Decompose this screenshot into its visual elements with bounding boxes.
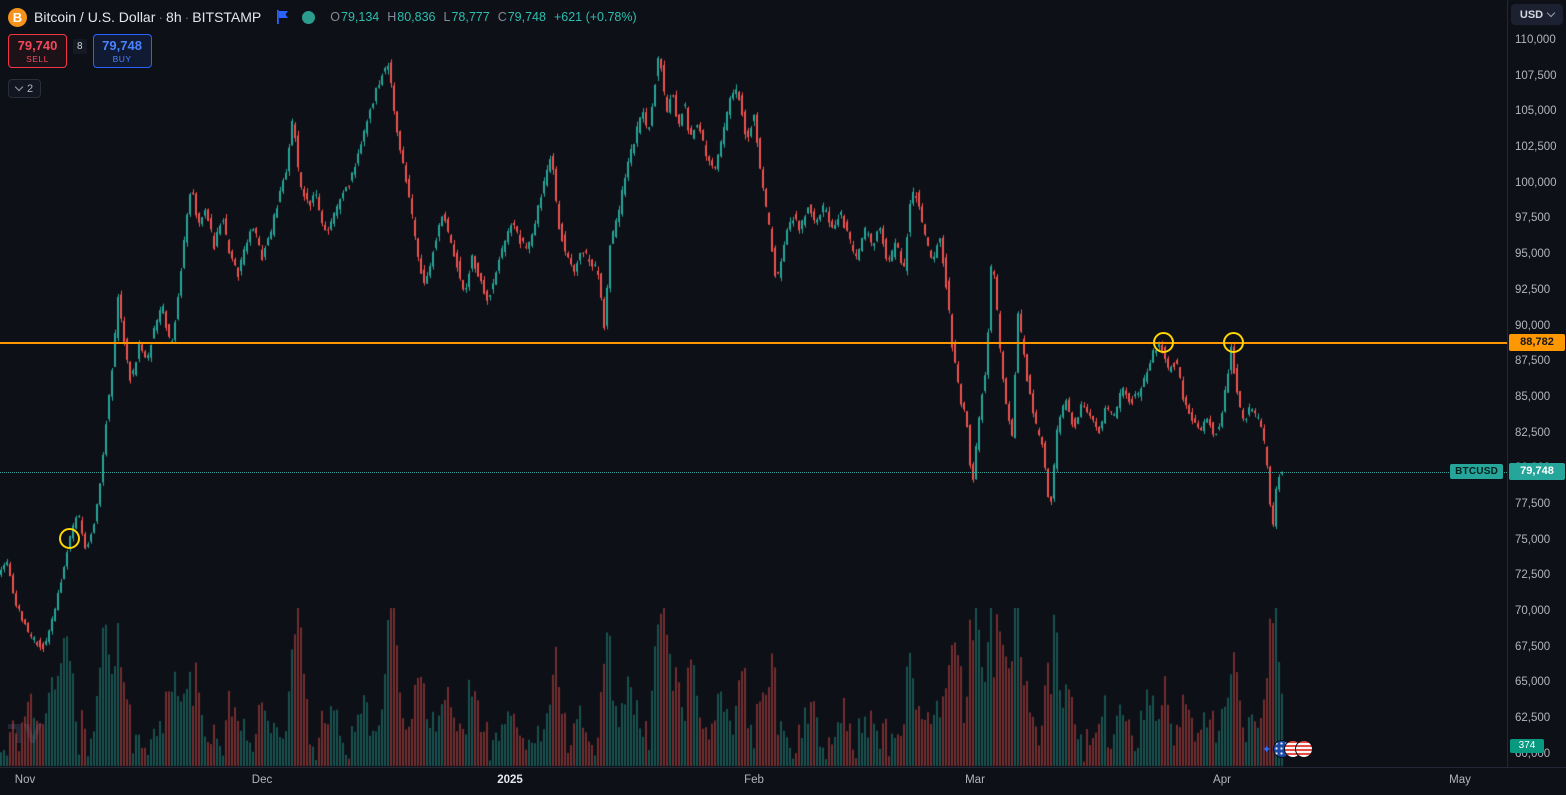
time-tick: Dec <box>251 774 273 786</box>
price-tick: 82,500 <box>1515 426 1551 439</box>
entry-marker-circle[interactable] <box>1222 332 1244 354</box>
bitcoin-icon: B <box>8 7 27 27</box>
price-tick: 105,000 <box>1515 105 1557 118</box>
market-status-icon[interactable] <box>302 10 316 24</box>
volume-value-label: 374 <box>1510 739 1544 753</box>
buy-label: BUY <box>112 54 132 64</box>
symbol-header-row: B Bitcoin / U.S. Dollar · 8h · BITSTAMP O 79,… <box>8 7 637 27</box>
high-key: H <box>387 10 397 24</box>
time-tick: Nov <box>14 774 36 786</box>
chart-pane[interactable]: BTCUSD B Bitcoin / U.S. Dollar · 8h · BITSTA… <box>0 0 1507 767</box>
chevron-down-icon <box>14 82 24 92</box>
price-tick: 70,000 <box>1515 605 1551 617</box>
symbol-title[interactable]: Bitcoin / U.S. Dollar · 8h · BITSTAMP <box>34 9 261 25</box>
chart-legend: B Bitcoin / U.S. Dollar · 8h · BITSTAMP O 79,… <box>8 7 637 98</box>
buy-price: 79,748 <box>102 38 142 53</box>
low-value: 78,777 <box>451 10 490 24</box>
price-tick: 67,500 <box>1515 640 1551 653</box>
event-flag-icons[interactable]: ✦ <box>1262 740 1314 758</box>
ohlc-values: O 79,134 H 80,836 L 78,777 C 79,748 +621 (+0… <box>330 10 636 24</box>
buy-button[interactable]: 79,748 BUY <box>92 34 152 68</box>
time-tick: 2025 <box>497 774 523 786</box>
spread-value: 8 <box>73 39 87 54</box>
time-axis[interactable]: Nov Dec 2025 Feb Mar Apr May <box>0 767 1566 795</box>
close-value: 79,748 <box>507 10 546 24</box>
price-tick: 90,000 <box>1515 319 1551 332</box>
legend-collapse-button[interactable]: 2 <box>8 79 42 98</box>
separator-dot: · <box>158 9 164 25</box>
candlestick-volume-canvas[interactable] <box>0 0 1507 767</box>
change-value: +621 (+0.78%) <box>553 10 637 24</box>
price-axis[interactable]: USD 110,000 107,500 105,000 102,500 100,000 9… <box>1507 0 1566 795</box>
last-price-label: 79,748 <box>1509 463 1565 481</box>
price-tick: 85,000 <box>1515 390 1551 403</box>
sparkle-icon: ✦ <box>1262 743 1272 756</box>
price-tick: 95,000 <box>1515 248 1551 261</box>
sell-button[interactable]: 79,740 SELL <box>8 34 67 68</box>
flag-icon[interactable] <box>276 10 289 24</box>
price-tick: 65,000 <box>1515 676 1551 689</box>
price-tick: 77,500 <box>1515 497 1551 510</box>
price-tick: 62,500 <box>1515 712 1551 725</box>
time-tick: May <box>1449 774 1471 786</box>
high-value: 80,836 <box>397 10 436 24</box>
price-tick: 107,500 <box>1515 69 1557 82</box>
price-tick: 102,500 <box>1515 141 1557 154</box>
price-tick: 87,500 <box>1515 355 1551 368</box>
sell-label: SELL <box>26 54 49 64</box>
trade-buttons-row: 79,740 SELL 8 79,748 BUY <box>8 34 637 68</box>
interval-label[interactable]: 8h <box>166 9 182 25</box>
low-key: L <box>443 10 451 24</box>
price-tick: 72,500 <box>1515 569 1551 582</box>
currency-dropdown[interactable]: USD <box>1511 4 1563 25</box>
open-key: O <box>330 10 340 24</box>
time-tick: Mar <box>965 774 985 786</box>
separator-dot: · <box>184 9 190 25</box>
symbol-price-tag: BTCUSD <box>1450 463 1503 479</box>
time-tick: Feb <box>744 774 764 786</box>
symbol-name[interactable]: Bitcoin / U.S. Dollar <box>34 9 156 25</box>
price-tick: 100,000 <box>1515 176 1557 189</box>
price-tick: 97,500 <box>1515 212 1551 225</box>
time-tick: Apr <box>1213 774 1231 786</box>
last-price-line <box>0 471 1507 473</box>
open-value: 79,134 <box>341 10 380 24</box>
price-tick: 110,000 <box>1515 34 1556 46</box>
line-price-label: 88,782 <box>1509 334 1565 352</box>
chevron-down-icon <box>1546 8 1556 18</box>
us-flag-stripes-icon <box>1295 740 1314 758</box>
close-key: C <box>497 10 507 24</box>
price-tick: 75,000 <box>1515 533 1551 546</box>
hidden-items-count: 2 <box>27 82 34 95</box>
sell-price: 79,740 <box>17 38 58 53</box>
exchange-label[interactable]: BITSTAMP <box>192 9 262 25</box>
currency-label: USD <box>1519 8 1544 21</box>
entry-marker-circle[interactable] <box>1152 332 1174 354</box>
price-tick: 92,500 <box>1515 283 1551 296</box>
entry-marker-circle[interactable] <box>58 527 80 549</box>
horizontal-resistance-line[interactable] <box>0 341 1507 344</box>
